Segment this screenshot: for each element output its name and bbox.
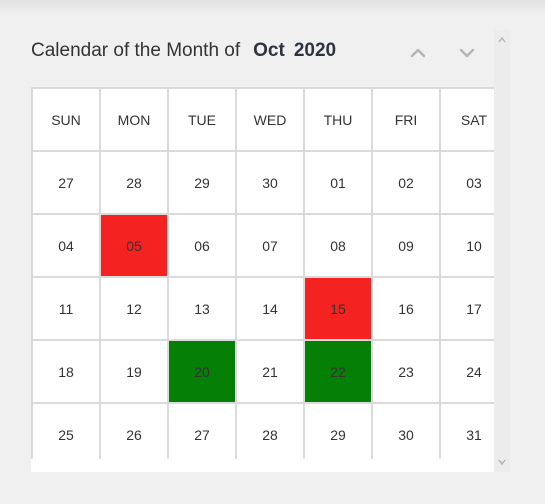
day-cell[interactable]: 05 xyxy=(99,213,169,278)
day-cell[interactable]: 14 xyxy=(235,276,305,341)
previous-month-button[interactable] xyxy=(407,42,429,64)
weekday-header: TUE xyxy=(167,87,237,152)
calendar-grid: SUN MON TUE WED THU FRI SAT 27 28 29 30 … xyxy=(31,87,509,467)
week-row: 27 28 29 30 01 02 03 xyxy=(31,150,509,215)
weekday-header: MON xyxy=(99,87,169,152)
day-cell[interactable]: 08 xyxy=(303,213,373,278)
weekday-header: FRI xyxy=(371,87,441,152)
weekday-header-row: SUN MON TUE WED THU FRI SAT xyxy=(31,87,509,152)
day-cell[interactable]: 29 xyxy=(167,150,237,215)
day-cell[interactable]: 28 xyxy=(99,150,169,215)
week-row: 18 19 20 21 22 23 24 xyxy=(31,339,509,404)
day-cell[interactable]: 09 xyxy=(371,213,441,278)
next-month-button[interactable] xyxy=(456,42,478,64)
week-row: 04 05 06 07 08 09 10 xyxy=(31,213,509,278)
calendar-title: Calendar of the Month of xyxy=(31,40,241,61)
chevron-down-icon xyxy=(459,48,475,58)
chevron-up-icon xyxy=(410,48,426,58)
day-cell[interactable]: 27 xyxy=(31,150,101,215)
day-cell[interactable]: 22 xyxy=(303,339,373,404)
day-cell[interactable]: 21 xyxy=(235,339,305,404)
day-cell[interactable]: 16 xyxy=(371,276,441,341)
day-cell[interactable]: 12 xyxy=(99,276,169,341)
day-cell[interactable]: 28 xyxy=(235,402,305,467)
scroll-up-arrow-icon[interactable] xyxy=(498,36,506,44)
day-cell[interactable]: 20 xyxy=(167,339,237,404)
window-top-shade xyxy=(0,0,545,16)
weekday-header: THU xyxy=(303,87,373,152)
day-cell[interactable]: 06 xyxy=(167,213,237,278)
day-cell[interactable]: 25 xyxy=(31,402,101,467)
day-cell[interactable]: 30 xyxy=(371,402,441,467)
day-cell[interactable]: 30 xyxy=(235,150,305,215)
calendar-panel: Calendar of the Month of Oct 2020 SUN MO… xyxy=(16,30,509,472)
calendar-header: Calendar of the Month of Oct 2020 xyxy=(31,40,336,66)
day-cell[interactable]: 23 xyxy=(371,339,441,404)
weekday-header: SUN xyxy=(31,87,101,152)
day-cell[interactable]: 11 xyxy=(31,276,101,341)
day-cell[interactable]: 27 xyxy=(167,402,237,467)
week-row: 25 26 27 28 29 30 31 xyxy=(31,402,509,467)
day-cell[interactable]: 26 xyxy=(99,402,169,467)
calendar-year: 2020 xyxy=(293,40,337,61)
day-cell[interactable]: 18 xyxy=(31,339,101,404)
scroll-down-arrow-icon[interactable] xyxy=(498,458,506,466)
day-cell[interactable]: 02 xyxy=(371,150,441,215)
day-cell[interactable]: 07 xyxy=(235,213,305,278)
day-cell[interactable]: 13 xyxy=(167,276,237,341)
day-cell[interactable]: 15 xyxy=(303,276,373,341)
weekday-header: WED xyxy=(235,87,305,152)
day-cell[interactable]: 19 xyxy=(99,339,169,404)
calendar-month: Oct xyxy=(253,40,285,61)
vertical-scrollbar[interactable] xyxy=(494,30,510,472)
day-cell[interactable]: 04 xyxy=(31,213,101,278)
calendar-bottom-strip xyxy=(31,459,494,472)
week-row: 11 12 13 14 15 16 17 xyxy=(31,276,509,341)
day-cell[interactable]: 29 xyxy=(303,402,373,467)
day-cell[interactable]: 01 xyxy=(303,150,373,215)
